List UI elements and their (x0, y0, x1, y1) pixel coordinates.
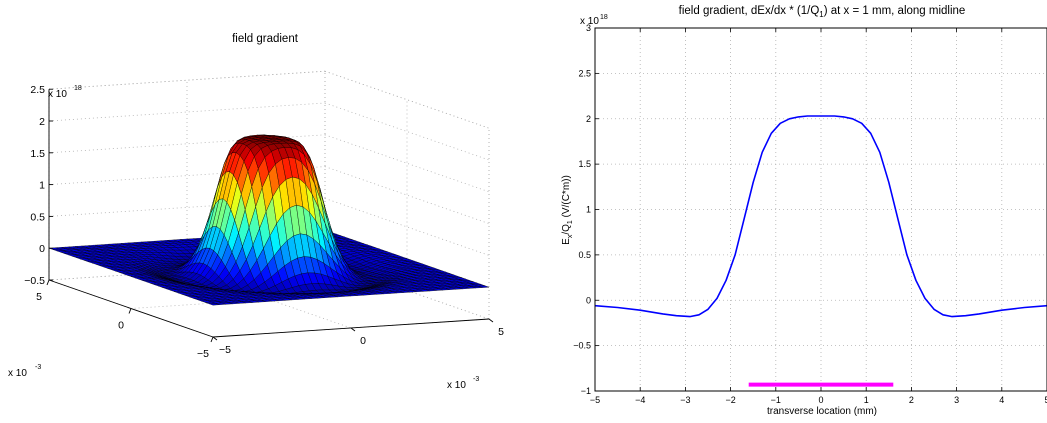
svg-text:x 10: x 10 (580, 16, 599, 27)
surface-x-exponent: x 10 -3 (447, 376, 479, 391)
svg-text:18: 18 (600, 14, 608, 21)
x-tick-label: −4 (635, 395, 645, 405)
y-tick-label: 1 (586, 205, 591, 215)
surface-mesh (48, 134, 490, 306)
line-plot-xlabel: transverse location (mm) (767, 406, 877, 417)
x-tick-label: 0 (818, 395, 823, 405)
surface-plot: −0.500.511.522.550−550−5 field gradient … (8, 33, 504, 391)
z-tick-label: 2.5 (30, 84, 45, 96)
surface-title: field gradient (232, 33, 299, 45)
surface-z-exponent: x 10 18 (48, 85, 82, 100)
y-tick-label: 2 (586, 114, 591, 124)
z-tick-label: 2 (39, 116, 45, 128)
y-tick-label: 0 (586, 295, 591, 305)
x-tick-label: −5 (590, 395, 600, 405)
svg-text:-3: -3 (473, 376, 479, 383)
x-tick-label: −5 (219, 344, 231, 356)
line-plot-ylabel: Ex/Q1 (V/(C*m)) (561, 175, 574, 245)
y-tick-label: 3 (586, 23, 591, 33)
surface-y-exponent: x 10 -3 (8, 364, 41, 379)
svg-text:-3: -3 (35, 364, 41, 371)
x-tick-mark (212, 336, 218, 341)
z-tick-label: 1.5 (30, 148, 45, 160)
y-tick-label: −0.5 (573, 341, 591, 351)
z-tick-label: 0.5 (30, 211, 45, 223)
x-tick-label: 1 (864, 395, 869, 405)
z-gridline (324, 166, 490, 224)
z-gridline (324, 134, 490, 193)
y-tick-label: −5 (197, 348, 209, 360)
y-tick-label: 5 (36, 291, 42, 303)
x-tick-label: −2 (725, 395, 735, 405)
y-tick-label: 0.5 (578, 250, 591, 260)
line-plot-ticks: −5 −4 −3 −2 −1 0 1 2 3 4 5 −1 −0.5 0 0.5 1 1.5 2 2.5 3 (573, 23, 1047, 405)
z-tick-label: −0.5 (24, 275, 45, 287)
y-tick-mark (46, 279, 50, 286)
line-plot-title: field gradient, dEx/dx * (1/Q1) at x = 1… (679, 5, 966, 19)
line-plot-grid (595, 28, 1047, 391)
svg-text:x 10: x 10 (48, 89, 67, 100)
svg-text:x 10: x 10 (447, 380, 466, 391)
y-tick-label: 1.5 (578, 159, 591, 169)
x-tick-label: 3 (954, 395, 959, 405)
z-gridline (324, 102, 490, 161)
z-tick-label: 1 (39, 180, 45, 192)
svg-text:x 10: x 10 (8, 368, 27, 379)
y-tick-mark (128, 308, 132, 314)
svg-text:18: 18 (74, 85, 82, 92)
surface-facet (478, 285, 490, 288)
y-tick-label: 2.5 (578, 68, 591, 78)
x-tick-mark (488, 318, 494, 323)
x-tick-label: 0 (360, 335, 366, 347)
line-plot-y-exponent: x 10 18 (580, 14, 608, 27)
y-tick-label: 0 (118, 320, 124, 332)
x-tick-label: −1 (771, 395, 781, 405)
z-tick-label: 0 (39, 243, 45, 255)
z-gridline (324, 70, 490, 129)
x-tick-mark (350, 327, 356, 332)
line-plot: −5 −4 −3 −2 −1 0 1 2 3 4 5 −1 −0.5 0 0.5 1 1.5 2 2.5 3 fiel… (561, 5, 1047, 417)
gradient-curve-series (594, 115, 1047, 318)
x-tick-label: 4 (999, 395, 1004, 405)
surface-axes: −0.5 0 0.5 1 1.5 2 2.5 5 0 −5 5 0 −5 (24, 84, 504, 360)
line-plot-series (594, 115, 1047, 387)
x-tick-label: 2 (909, 395, 914, 405)
x-tick-label: 5 (1044, 395, 1047, 405)
x-tick-label: −3 (680, 395, 690, 405)
y-tick-mark (210, 336, 214, 343)
y-tick-label: −1 (581, 386, 591, 396)
x-tick-label: 5 (498, 326, 504, 338)
z-gridline (324, 198, 490, 256)
